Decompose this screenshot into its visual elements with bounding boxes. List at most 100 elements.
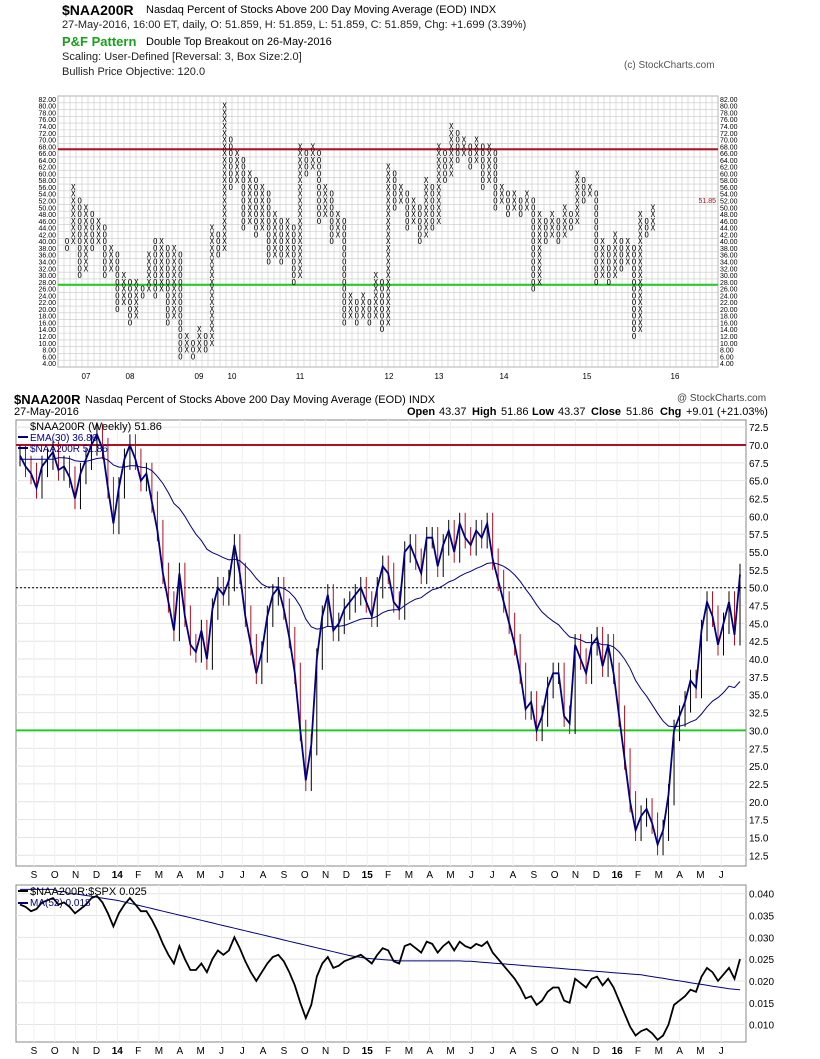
pf-o-mark: O bbox=[90, 210, 95, 219]
weekly-x-label: D bbox=[343, 870, 350, 881]
pf-o-mark: O bbox=[292, 244, 297, 253]
pf-o-mark: O bbox=[115, 251, 120, 260]
pf-o-mark: O bbox=[128, 278, 133, 287]
pf-o-mark: O bbox=[229, 176, 234, 185]
pf-x-mark: X bbox=[600, 271, 605, 280]
pf-x-mark: X bbox=[373, 298, 378, 307]
pf-o-mark: O bbox=[329, 203, 334, 212]
pf-o-mark: O bbox=[153, 278, 158, 287]
ratio-x-label: M bbox=[446, 1046, 454, 1057]
pf-x-mark: X bbox=[638, 298, 643, 307]
weekly-open: 43.37 bbox=[439, 406, 467, 418]
pf-x-mark: X bbox=[575, 203, 580, 212]
weekly-x-label: M bbox=[446, 870, 454, 881]
pf-o-mark: O bbox=[493, 149, 498, 158]
legend-line: $NAA200R 51.86 bbox=[30, 444, 108, 455]
pf-x-mark: X bbox=[134, 298, 139, 307]
pf-o-mark: O bbox=[632, 244, 637, 253]
pf-x-mark: X bbox=[386, 190, 391, 199]
pf-x-mark: X bbox=[537, 257, 542, 266]
pf-o-mark: O bbox=[443, 156, 448, 165]
pf-o-mark: O bbox=[544, 217, 549, 226]
pf-x-mark: X bbox=[638, 278, 643, 287]
pf-x-mark: X bbox=[285, 237, 290, 246]
pf-o-mark: O bbox=[342, 224, 347, 233]
pf-y-tick-left: 10.00 bbox=[38, 341, 56, 348]
pf-x-mark: X bbox=[247, 176, 252, 185]
weekly-x-label: J bbox=[490, 870, 495, 881]
pf-o-mark: O bbox=[241, 210, 246, 219]
pf-y-tick-right: 46.00 bbox=[720, 219, 738, 226]
ratio-x-label: J bbox=[490, 1046, 495, 1057]
pf-x-mark: X bbox=[323, 210, 328, 219]
pf-x-mark: X bbox=[537, 278, 542, 287]
ratio-x-label: F bbox=[385, 1046, 391, 1057]
pf-y-tick-left: 48.00 bbox=[38, 212, 56, 219]
pf-x-mark: X bbox=[222, 224, 227, 233]
pf-x-mark: X bbox=[575, 176, 580, 185]
pf-x-mark: X bbox=[600, 264, 605, 273]
pf-o-mark: O bbox=[632, 332, 637, 341]
pf-x-mark: X bbox=[386, 210, 391, 219]
pf-x-mark: X bbox=[159, 271, 164, 280]
pf-o-mark: O bbox=[103, 237, 108, 246]
pf-x-mark: X bbox=[386, 244, 391, 253]
pf-y-tick-right: 4.00 bbox=[720, 361, 734, 368]
pf-y-tick-right: 68.00 bbox=[720, 144, 738, 151]
weekly-y-tick: 47.5 bbox=[749, 602, 769, 613]
ratio-ma-line bbox=[20, 888, 741, 991]
weekly-y-tick: 37.5 bbox=[749, 673, 769, 684]
pf-o-mark: O bbox=[380, 312, 385, 321]
pf-o-mark: O bbox=[229, 136, 234, 145]
pf-x-mark: X bbox=[298, 264, 303, 273]
pf-o-mark: O bbox=[392, 190, 397, 199]
pf-x-mark: X bbox=[411, 197, 416, 206]
pf-o-mark: O bbox=[493, 190, 498, 199]
pf-o-mark: O bbox=[279, 230, 284, 239]
pf-o-mark: O bbox=[329, 224, 334, 233]
pf-x-mark: X bbox=[121, 271, 126, 280]
pf-x-mark: X bbox=[235, 163, 240, 172]
pf-x-mark: X bbox=[348, 298, 353, 307]
weekly-x-label: J bbox=[240, 870, 245, 881]
pf-x-mark: X bbox=[172, 271, 177, 280]
pf-o-mark: O bbox=[266, 197, 271, 206]
pf-o-mark: O bbox=[103, 224, 108, 233]
pf-x-mark: X bbox=[260, 210, 265, 219]
pf-o-mark: O bbox=[241, 190, 246, 199]
pf-o-mark: O bbox=[581, 176, 586, 185]
pf-o-mark: O bbox=[178, 257, 183, 266]
pf-o-mark: O bbox=[103, 271, 108, 280]
weekly-x-label: A bbox=[176, 870, 183, 881]
pf-y-tick-right: 82.00 bbox=[720, 97, 738, 104]
pf-o-mark: O bbox=[607, 264, 612, 273]
pf-x-mark: X bbox=[638, 264, 643, 273]
pf-o-mark: O bbox=[493, 183, 498, 192]
pf-x-mark: X bbox=[222, 102, 227, 111]
pf-o-mark: O bbox=[430, 217, 435, 226]
pf-o-mark: O bbox=[266, 244, 271, 253]
pf-x-mark: X bbox=[134, 278, 139, 287]
pf-o-mark: O bbox=[556, 217, 561, 226]
pf-o-mark: O bbox=[254, 210, 259, 219]
pf-o-mark: O bbox=[241, 197, 246, 206]
pf-x-mark: X bbox=[247, 183, 252, 192]
pf-x-mark: X bbox=[613, 237, 618, 246]
pf-x-mark: X bbox=[273, 244, 278, 253]
pf-x-mark: X bbox=[210, 244, 215, 253]
pf-x-mark: X bbox=[121, 298, 126, 307]
pf-y-tick-right: 80.00 bbox=[720, 104, 738, 111]
pf-x-mark: X bbox=[172, 312, 177, 321]
pf-x-mark: X bbox=[159, 251, 164, 260]
pf-x-label: 15 bbox=[583, 372, 592, 381]
pf-o-mark: O bbox=[77, 271, 82, 280]
pf-o-mark: O bbox=[266, 217, 271, 226]
pf-y-tick-left: 14.00 bbox=[38, 327, 56, 334]
pf-o-mark: O bbox=[128, 318, 133, 327]
pf-o-mark: O bbox=[115, 257, 120, 266]
pf-o-mark: O bbox=[531, 244, 536, 253]
pf-x-mark: X bbox=[184, 346, 189, 355]
pf-x-mark: X bbox=[184, 332, 189, 341]
pf-o-mark: O bbox=[594, 264, 599, 273]
